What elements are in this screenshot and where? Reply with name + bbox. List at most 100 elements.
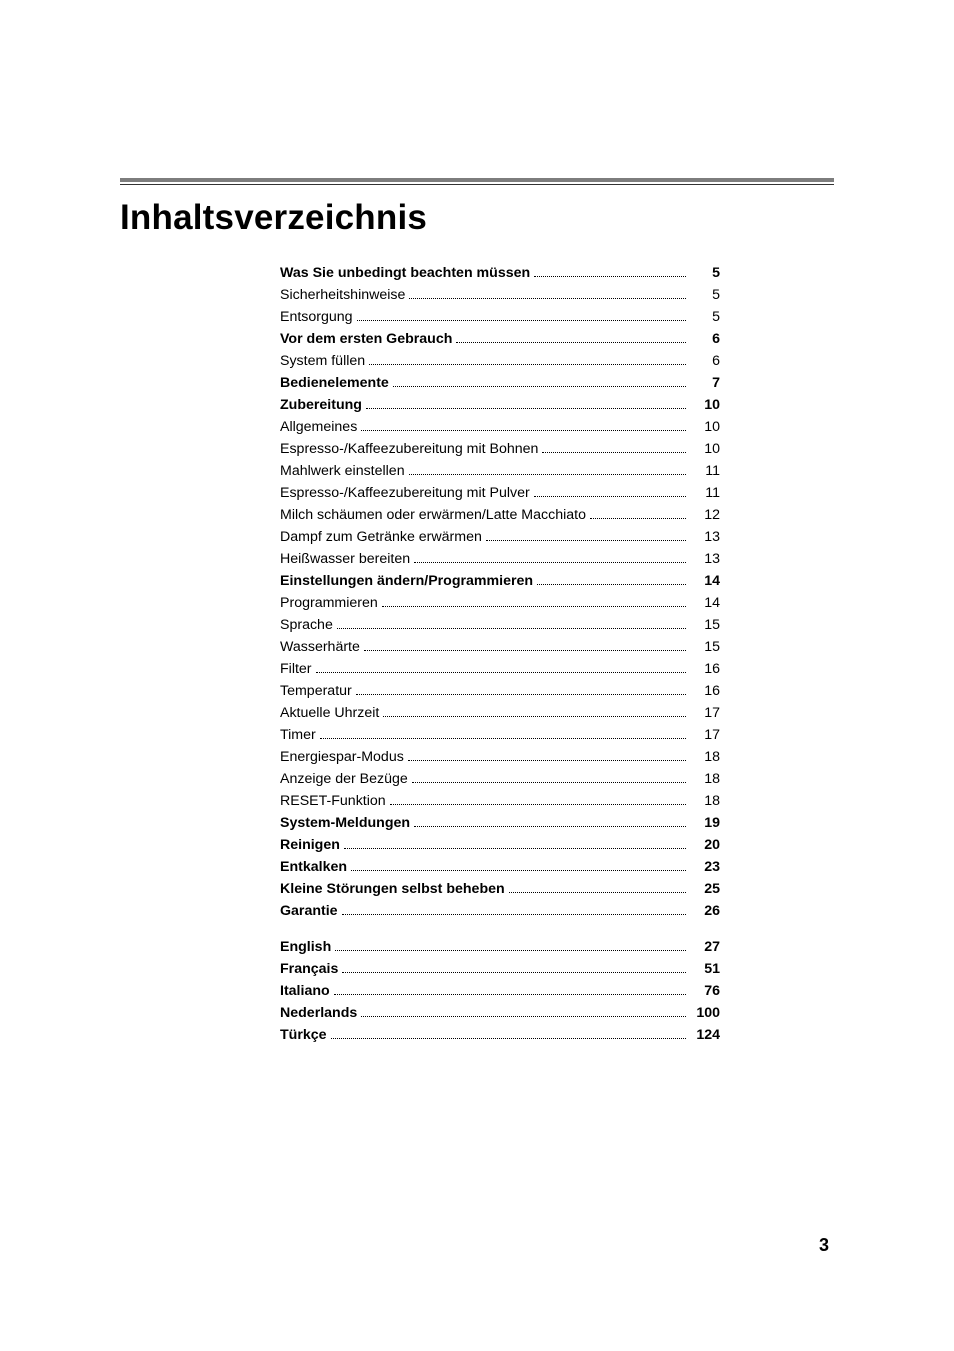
- toc-leader-dots: [409, 460, 686, 475]
- toc-page-number: 14: [690, 574, 720, 588]
- toc-leader-dots: [320, 724, 686, 739]
- toc-leader-dots: [534, 482, 686, 497]
- page-number: 3: [819, 1235, 829, 1256]
- toc-row: Milch schäumen oder erwärmen/Latte Macch…: [280, 504, 720, 522]
- toc-leader-dots: [412, 768, 686, 783]
- toc-label: Dampf zum Getränke erwärmen: [280, 530, 482, 544]
- toc-row: Türkçe 124: [280, 1023, 720, 1041]
- toc-page-number: 11: [690, 464, 720, 478]
- toc-page-number: 10: [690, 442, 720, 456]
- toc-page-number: 100: [690, 1006, 720, 1020]
- toc-label: Kleine Störungen selbst beheben: [280, 882, 505, 896]
- toc-label: Milch schäumen oder erwärmen/Latte Macch…: [280, 508, 586, 522]
- toc-page-number: 6: [690, 354, 720, 368]
- toc-row: English 27: [280, 936, 720, 954]
- toc-label: Anzeige der Bezüge: [280, 772, 408, 786]
- toc-leader-dots: [393, 372, 686, 387]
- toc-page-number: 51: [690, 962, 720, 976]
- toc-row: Einstellungen ändern/Programmieren14: [280, 570, 720, 588]
- toc-leader-dots: [342, 958, 686, 973]
- toc-row: Vor dem ersten Gebrauch 6: [280, 328, 720, 346]
- toc-page-number: 14: [690, 596, 720, 610]
- toc-leader-dots: [316, 658, 686, 673]
- toc-label: Energiespar-Modus: [280, 750, 404, 764]
- header-rule-thick: [120, 178, 834, 182]
- toc-leader-dots: [334, 980, 686, 995]
- toc-leader-dots: [537, 570, 686, 585]
- toc-row: Anzeige der Bezüge18: [280, 768, 720, 786]
- toc-label: Allgemeines: [280, 420, 357, 434]
- toc-label: Bedienelemente: [280, 376, 389, 390]
- toc-leader-dots: [509, 878, 686, 893]
- toc-leader-dots: [337, 614, 686, 629]
- toc-label: Aktuelle Uhrzeit: [280, 706, 379, 720]
- toc-label: English: [280, 940, 331, 954]
- toc-leader-dots: [361, 1001, 686, 1016]
- toc-row: Entkalken 23: [280, 856, 720, 874]
- toc-page-number: 26: [690, 904, 720, 918]
- toc-page-number: 23: [690, 860, 720, 874]
- toc-page-number: 7: [690, 376, 720, 390]
- toc-page-number: 15: [690, 618, 720, 632]
- toc-row: System-Meldungen 19: [280, 812, 720, 830]
- toc-row: RESET-Funktion18: [280, 790, 720, 808]
- toc-row: Heißwasser bereiten 13: [280, 548, 720, 566]
- toc-row: Italiano 76: [280, 980, 720, 998]
- page: Inhaltsverzeichnis Was Sie unbedingt bea…: [0, 0, 954, 1351]
- toc-page-number: 18: [690, 794, 720, 808]
- toc-row: Was Sie unbedingt beachten müssen5: [280, 262, 720, 280]
- toc-label: Espresso-/Kaffeezubereitung mit Bohnen: [280, 442, 538, 456]
- toc-page-number: 13: [690, 530, 720, 544]
- toc-leader-dots: [366, 394, 686, 409]
- toc-label: Türkçe: [280, 1028, 327, 1042]
- toc-leader-dots: [409, 284, 686, 299]
- toc-row: Temperatur16: [280, 680, 720, 698]
- toc-leader-dots: [335, 936, 686, 951]
- toc-page-number: 10: [690, 398, 720, 412]
- toc-page-number: 19: [690, 816, 720, 830]
- toc-label: Programmieren: [280, 596, 378, 610]
- toc-label: Timer: [280, 728, 316, 742]
- toc-page-number: 15: [690, 640, 720, 654]
- toc-leader-dots: [542, 438, 686, 453]
- toc-label: Nederlands: [280, 1006, 357, 1020]
- toc-page-number: 6: [690, 332, 720, 346]
- toc-page-number: 76: [690, 984, 720, 998]
- toc-label: Mahlwerk einstellen: [280, 464, 405, 478]
- toc-page-number: 16: [690, 684, 720, 698]
- toc-row: Zubereitung 10: [280, 394, 720, 412]
- toc-row: Nederlands 100: [280, 1001, 720, 1019]
- toc-row: Programmieren 14: [280, 592, 720, 610]
- toc-leader-dots: [408, 746, 686, 761]
- toc-label: Sicherheitshinweise: [280, 288, 405, 302]
- toc-label: Vor dem ersten Gebrauch: [280, 332, 452, 346]
- toc-page-number: 11: [690, 486, 720, 500]
- toc-page-number: 17: [690, 706, 720, 720]
- toc-row: Espresso-/Kaffeezubereitung mit Bohnen 10: [280, 438, 720, 456]
- toc-page-number: 13: [690, 552, 720, 566]
- toc-page-number: 25: [690, 882, 720, 896]
- toc-page-number: 124: [690, 1028, 720, 1042]
- toc-leader-dots: [357, 306, 686, 321]
- toc-row: System füllen 6: [280, 350, 720, 368]
- toc-row: Aktuelle Uhrzeit 17: [280, 702, 720, 720]
- toc-label: Filter: [280, 662, 312, 676]
- toc-label: Entkalken: [280, 860, 347, 874]
- toc-row: Espresso-/Kaffeezubereitung mit Pulver11: [280, 482, 720, 500]
- toc-row: Energiespar-Modus 18: [280, 746, 720, 764]
- toc-row: Mahlwerk einstellen 11: [280, 460, 720, 478]
- toc-label: Heißwasser bereiten: [280, 552, 410, 566]
- toc-leader-dots: [361, 416, 686, 431]
- toc-label: System-Meldungen: [280, 816, 410, 830]
- toc-leader-dots: [534, 262, 686, 277]
- toc-row: Reinigen20: [280, 834, 720, 852]
- toc-label: System füllen: [280, 354, 365, 368]
- toc-row: Allgemeines10: [280, 416, 720, 434]
- toc-leader-dots: [364, 636, 686, 651]
- table-of-contents: Was Sie unbedingt beachten müssen5 Sicher…: [280, 262, 720, 1045]
- toc-page-number: 18: [690, 750, 720, 764]
- toc-page-number: 5: [690, 266, 720, 280]
- toc-label: Zubereitung: [280, 398, 362, 412]
- toc-label: Italiano: [280, 984, 330, 998]
- toc-page-number: 27: [690, 940, 720, 954]
